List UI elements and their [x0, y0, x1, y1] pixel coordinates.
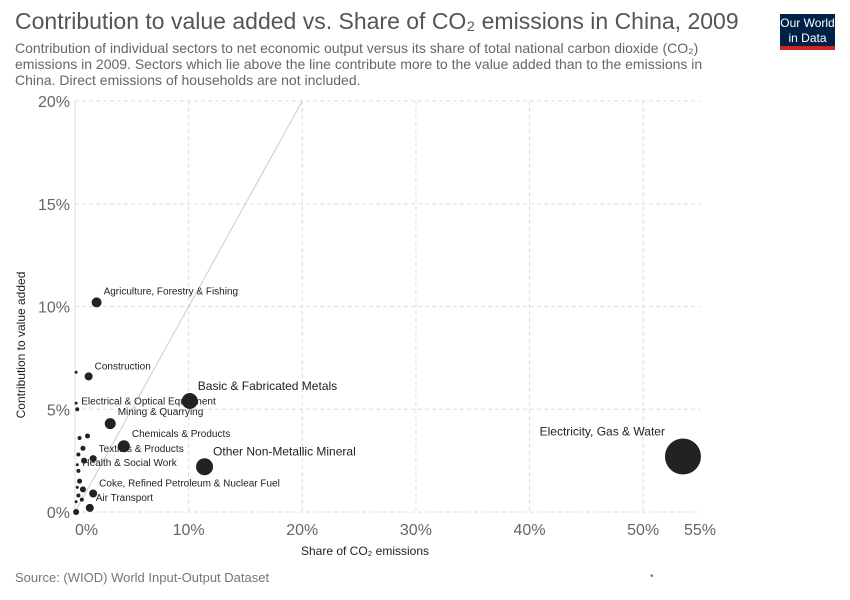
- data-point: [89, 489, 98, 498]
- point-label: Health & Social Work: [82, 458, 177, 469]
- owid-logo[interactable]: Our World in Data: [780, 14, 835, 50]
- data-point: [76, 468, 81, 473]
- data-point: [181, 393, 198, 410]
- point-label: Agriculture, Forestry & Fishing: [104, 286, 239, 297]
- data-point: [89, 455, 97, 463]
- data-point: [75, 485, 79, 489]
- data-point: [84, 372, 93, 381]
- source-note: Source: (WIOD) World Input-Output Datase…: [15, 570, 270, 585]
- y-tick-label: 0%: [47, 505, 70, 522]
- data-point: [117, 440, 130, 453]
- data-point: [77, 436, 82, 441]
- point-label: Textiles & Products: [99, 444, 184, 455]
- point-label: Electrical & Optical Equipment: [81, 396, 216, 407]
- data-point: [75, 463, 79, 467]
- footer-marker: •: [650, 571, 654, 582]
- x-tick-label: 40%: [514, 522, 546, 539]
- y-axis-label: Contribution to value added: [14, 272, 28, 419]
- point-label: Air Transport: [96, 493, 153, 504]
- data-point: [91, 297, 102, 308]
- x-tick-label: 55%: [684, 522, 716, 539]
- data-point: [76, 493, 81, 498]
- point-label: Mining & Quarrying: [118, 407, 204, 418]
- data-point: [80, 445, 86, 451]
- point-label: Coke, Refined Petroleum & Nuclear Fuel: [99, 479, 280, 490]
- data-points: [73, 297, 701, 515]
- chart-subtitle: Contribution of individual sectors to ne…: [15, 40, 703, 88]
- data-point: [74, 401, 78, 405]
- data-point: [664, 438, 701, 475]
- point-label: Other Non-Metallic Mineral: [213, 444, 356, 458]
- data-point: [196, 458, 214, 476]
- data-point: [74, 370, 78, 374]
- x-tick-label: 50%: [627, 522, 659, 539]
- data-point: [85, 433, 90, 439]
- data-point: [79, 497, 84, 502]
- y-tick-label: 20%: [38, 94, 70, 111]
- point-labels: Agriculture, Forestry & Fishing Construct…: [81, 286, 665, 504]
- x-tick-label: 0%: [75, 522, 98, 539]
- data-point: [76, 452, 81, 457]
- data-point: [81, 457, 88, 464]
- logo-line-2: in Data: [788, 31, 827, 45]
- parity-line: [74, 100, 303, 513]
- data-point: [74, 500, 78, 504]
- data-point: [75, 407, 80, 412]
- y-tick-label: 10%: [38, 300, 70, 317]
- point-label: Construction: [95, 361, 151, 372]
- x-tick-label: 20%: [286, 522, 318, 539]
- x-tick-label: 10%: [173, 522, 205, 539]
- y-tick-label: 15%: [38, 197, 70, 214]
- logo-line-1: Our World: [780, 16, 835, 30]
- x-axis-label: Share of CO₂ emissions: [301, 544, 429, 558]
- chart-title: Contribution to value added vs. Share of…: [15, 8, 739, 34]
- y-tick-label: 5%: [47, 402, 70, 419]
- y-axis-ticks: 0% 5% 10% 15% 20%: [38, 94, 70, 522]
- data-point: [104, 418, 116, 430]
- point-label: Electricity, Gas & Water: [540, 425, 665, 439]
- point-label: Chemicals & Products: [132, 429, 230, 440]
- data-point: [73, 509, 80, 515]
- reference-line: [74, 100, 303, 513]
- data-point: [77, 478, 83, 484]
- data-point: [85, 503, 94, 512]
- x-axis-ticks: 0% 10% 20% 30% 40% 50% 55%: [75, 522, 716, 539]
- x-tick-label: 30%: [400, 522, 432, 539]
- data-point: [79, 486, 86, 493]
- point-label: Basic & Fabricated Metals: [198, 379, 337, 393]
